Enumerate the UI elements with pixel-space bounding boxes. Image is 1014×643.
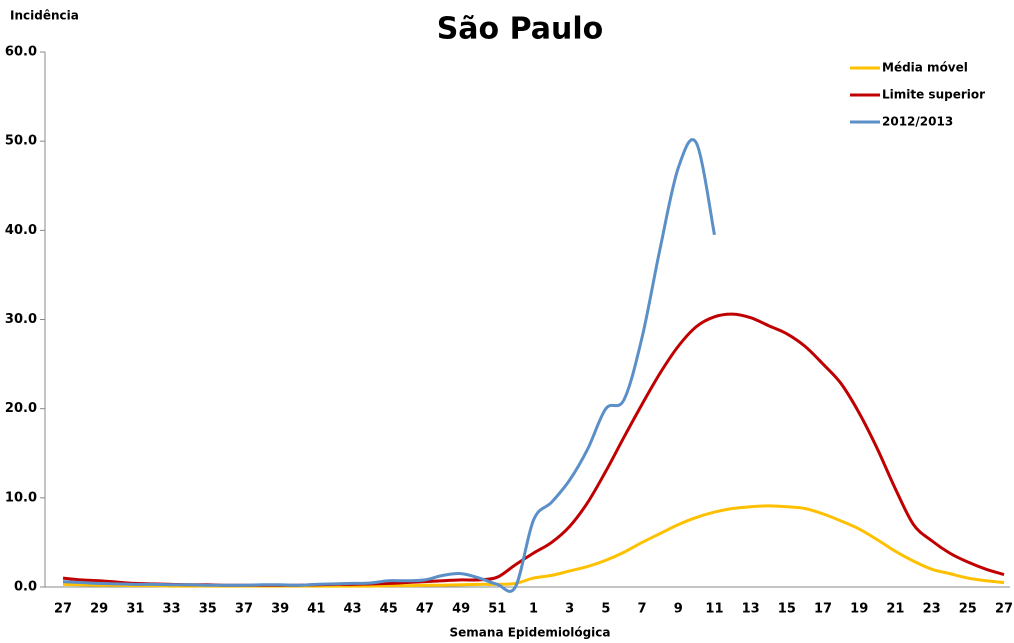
x-tick-label: 1 [529,602,538,617]
x-tick-label: 5 [601,602,610,617]
x-tick-label: 13 [742,602,760,617]
x-tick-label: 39 [271,602,289,617]
x-tick-label: 51 [488,602,506,617]
x-tick-label: 49 [452,602,470,617]
x-tick-label: 31 [126,602,144,617]
x-tick-label: 45 [380,602,398,617]
y-tick-label: 0.0 [14,580,37,595]
series-line [62,138,716,593]
y-axis-label: Incidência [10,9,79,23]
x-tick-label: 7 [638,602,647,617]
x-tick-label: 21 [886,602,904,617]
y-tick-label: 50.0 [5,134,37,149]
y-tick-label: 30.0 [5,312,37,327]
x-tick-label: 11 [705,602,723,617]
x-tick-label: 43 [343,602,361,617]
x-tick-label: 29 [90,602,108,617]
x-tick-label: 15 [778,602,796,617]
x-tick-label: 9 [674,602,683,617]
y-tick-label: 40.0 [5,223,37,238]
x-tick-label: 37 [235,602,253,617]
legend-label: 2012/2013 [882,115,953,129]
y-tick-label: 10.0 [5,490,37,505]
legend-label: Média móvel [882,61,968,75]
x-tick-label: 17 [814,602,832,617]
y-tick-label: 20.0 [5,401,37,416]
x-axis-label: Semana Epidemiológica [450,626,611,640]
x-tick-label: 19 [850,602,868,617]
x-tick-label: 47 [416,602,434,617]
series-line [62,312,1005,587]
x-tick-label: 27 [995,602,1013,617]
x-tick-label: 35 [199,602,217,617]
x-tick-label: 33 [163,602,181,617]
x-tick-label: 3 [565,602,574,617]
chart-title: São Paulo [437,12,604,47]
x-tick-label: 41 [307,602,325,617]
x-tick-label: 27 [54,602,72,617]
y-tick-label: 60.0 [5,45,37,60]
legend-label: Limite superior [882,88,985,102]
x-tick-label: 23 [923,602,941,617]
x-tick-label: 25 [959,602,977,617]
